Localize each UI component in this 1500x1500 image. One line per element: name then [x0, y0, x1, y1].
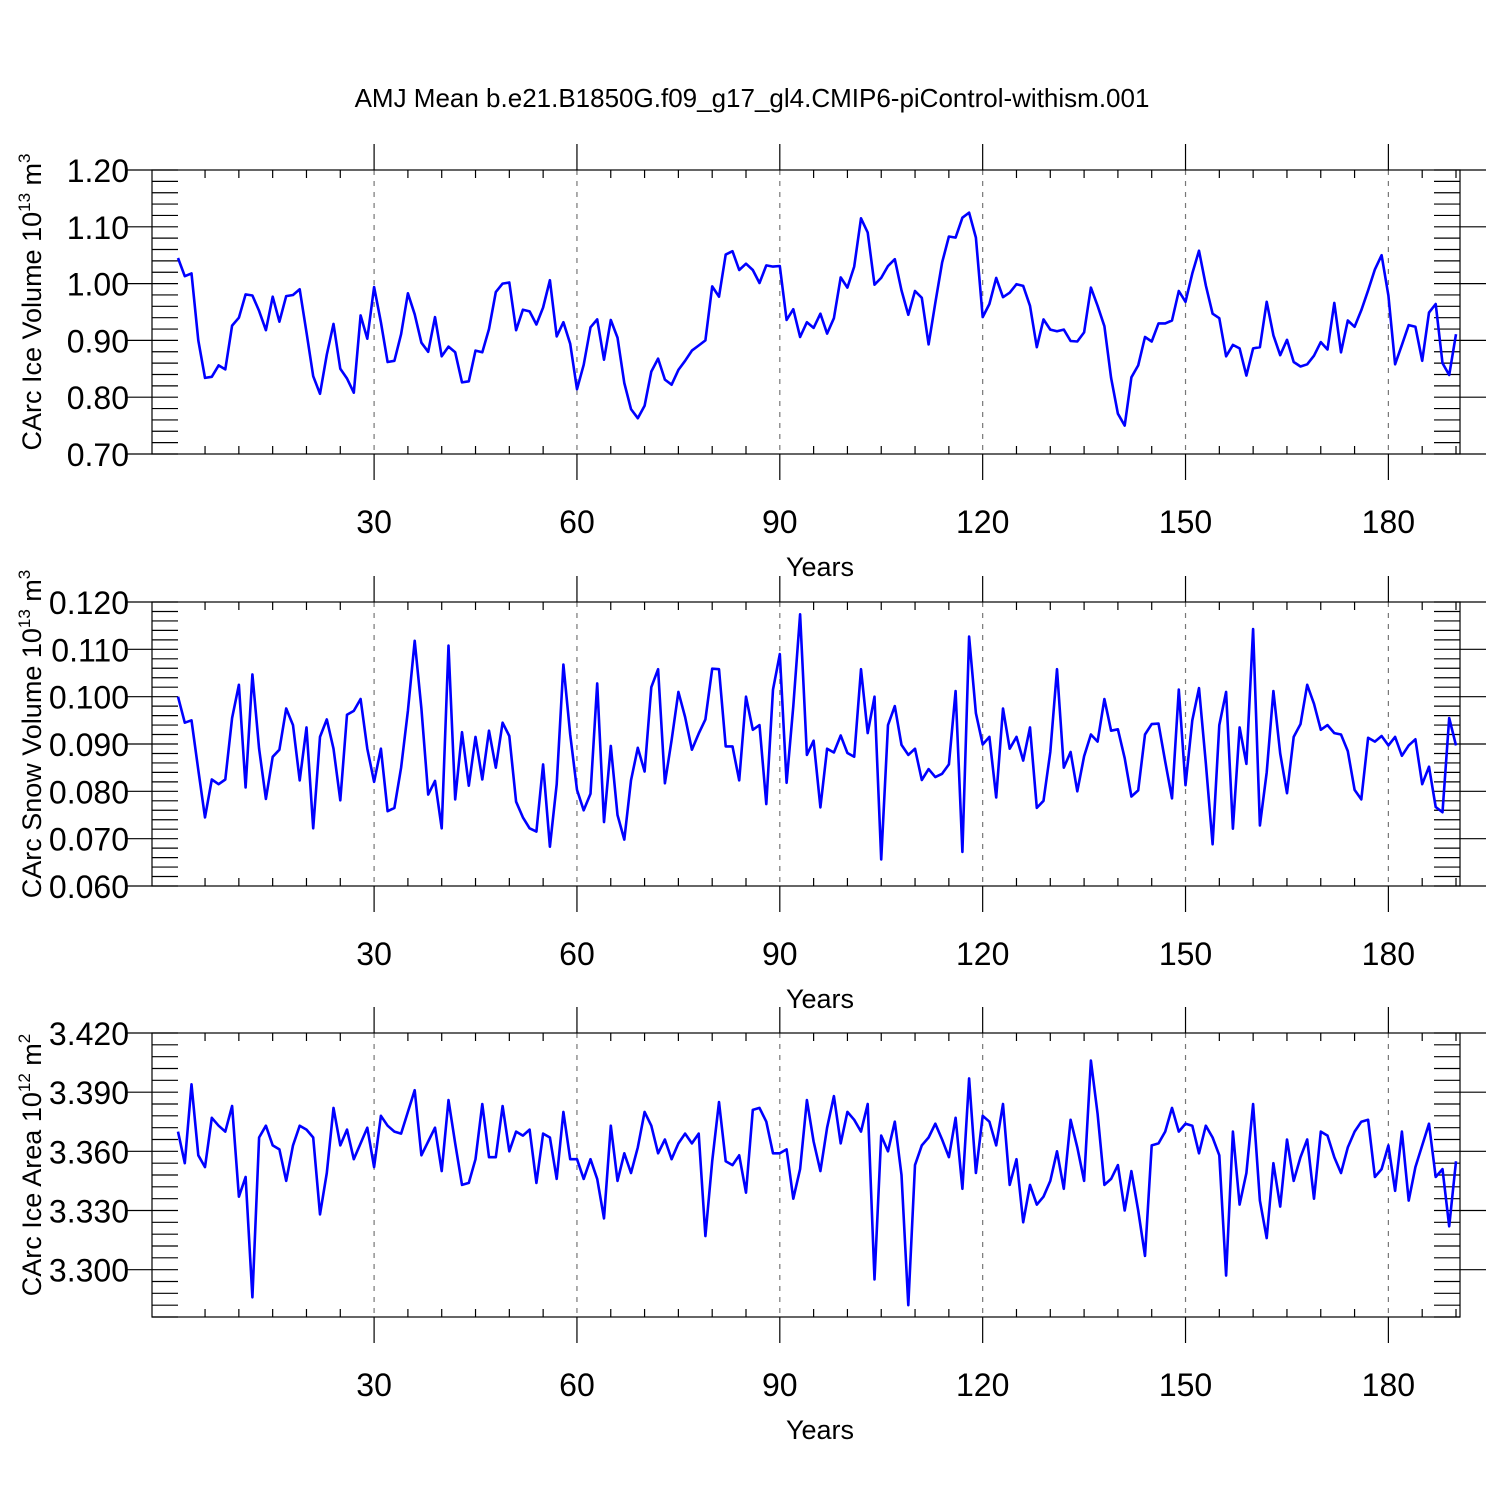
y-axis-label-text: CArc Ice Area 10 — [17, 1092, 47, 1296]
y-axis-label-text: CArc Snow Volume 10 — [17, 628, 47, 898]
y-axis-label-text: m — [17, 1043, 47, 1073]
x-axis-label: Years — [786, 1415, 854, 1445]
y-axis-label-superscript: 3 — [15, 153, 34, 162]
y-tick-label: 3.300 — [49, 1253, 129, 1289]
y-tick-label: 3.360 — [49, 1134, 129, 1170]
y-axis-label-superscript: 2 — [15, 1034, 34, 1043]
y-tick-label: 0.070 — [49, 822, 129, 858]
y-axis-label: CArc Ice Area 1012 m2 — [15, 1034, 47, 1297]
y-tick-label: 0.080 — [49, 774, 129, 810]
x-tick-label: 90 — [762, 504, 798, 540]
panels: 30 60 90 120 150 180 0.70 0.80 0.90 1.00 1.10 1.20 Y… — [15, 144, 1486, 1445]
x-tick-label: 150 — [1159, 936, 1212, 972]
plot-frame — [151, 1032, 1461, 1318]
y-tick-label: 0.110 — [51, 632, 129, 668]
y-tick-label: 0.060 — [49, 869, 129, 905]
x-tick-label: 90 — [762, 1367, 798, 1403]
y-axis-label-superscript: 13 — [15, 193, 34, 212]
y-tick-label: 0.90 — [67, 323, 129, 359]
x-tick-label: 60 — [559, 1367, 595, 1403]
y-tick-label: 3.330 — [49, 1194, 129, 1230]
y-tick-label: 1.00 — [67, 267, 129, 303]
x-axis-label: Years — [786, 984, 854, 1014]
x-tick-label: 30 — [356, 1367, 392, 1403]
panel-snow_volume: 30 60 90 120 150 180 0.060 0.070 0.080 0.090 0.100… — [15, 570, 1486, 1014]
y-axis-label-superscript: 3 — [15, 570, 34, 579]
y-tick-label: 1.10 — [67, 210, 129, 246]
series-line-ice_area — [176, 1059, 1458, 1307]
x-tick-label: 120 — [956, 504, 1009, 540]
y-axis-label-text: m — [17, 579, 47, 609]
x-tick-label: 120 — [956, 936, 1009, 972]
x-axis-label: Years — [786, 552, 854, 582]
plot-frame — [151, 169, 1461, 455]
x-tick-label: 60 — [559, 504, 595, 540]
x-tick-label: 120 — [956, 1367, 1009, 1403]
x-tick-label: 180 — [1362, 504, 1415, 540]
x-tick-label: 60 — [559, 936, 595, 972]
y-axis-label-text: m — [17, 163, 47, 193]
y-tick-label: 1.20 — [67, 153, 129, 189]
x-tick-label: 90 — [762, 936, 798, 972]
y-axis-label-superscript: 13 — [15, 609, 34, 628]
x-tick-label: 30 — [356, 936, 392, 972]
y-tick-label: 0.100 — [49, 680, 129, 716]
y-tick-label: 0.70 — [67, 437, 129, 473]
y-tick-label: 3.420 — [49, 1016, 129, 1052]
series-line-snow_volume — [176, 612, 1458, 861]
x-tick-label: 180 — [1362, 936, 1415, 972]
y-axis-label: CArc Ice Volume 1013 m3 — [15, 153, 47, 450]
y-tick-label: 0.80 — [67, 380, 129, 416]
y-axis-label-text: CArc Ice Volume 10 — [17, 212, 47, 451]
panel-ice_volume: 30 60 90 120 150 180 0.70 0.80 0.90 1.00 1.10 1.20 Y… — [15, 144, 1486, 582]
y-tick-label: 0.090 — [49, 727, 129, 763]
y-tick-label: 0.120 — [49, 585, 129, 621]
x-tick-label: 180 — [1362, 1367, 1415, 1403]
y-tick-label: 3.390 — [49, 1075, 129, 1111]
y-axis-label-superscript: 12 — [15, 1073, 34, 1092]
x-tick-label: 150 — [1159, 504, 1212, 540]
series-line-ice_volume — [176, 211, 1458, 427]
figure-title: AMJ Mean b.e21.B1850G.f09_g17_gl4.CMIP6-… — [355, 83, 1150, 113]
x-tick-label: 150 — [1159, 1367, 1212, 1403]
panel-ice_area: 30 60 90 120 150 180 3.300 3.330 3.360 3.390 3.420… — [15, 1007, 1486, 1445]
y-axis-label: CArc Snow Volume 1013 m3 — [15, 570, 47, 899]
x-tick-label: 30 — [356, 504, 392, 540]
